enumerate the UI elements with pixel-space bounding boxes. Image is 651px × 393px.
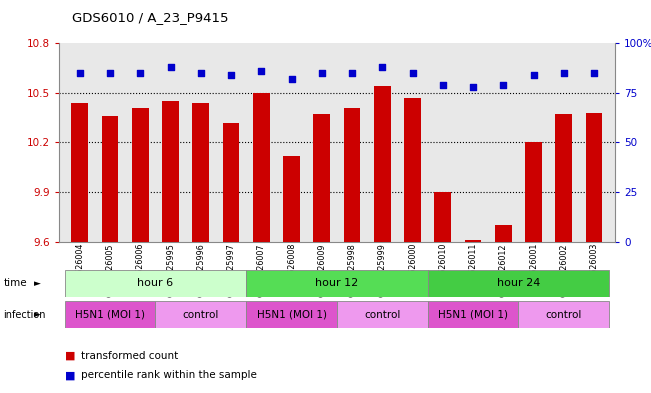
Bar <box>525 143 542 242</box>
Bar <box>102 116 118 242</box>
Bar <box>404 98 421 242</box>
Point <box>347 70 357 76</box>
Bar <box>246 301 337 328</box>
Point <box>468 84 478 90</box>
Point <box>226 72 236 78</box>
Bar <box>156 301 246 328</box>
Text: H5N1 (MOI 1): H5N1 (MOI 1) <box>256 310 327 320</box>
Bar <box>64 301 156 328</box>
Point <box>286 76 297 82</box>
Text: transformed count: transformed count <box>81 351 178 361</box>
Text: H5N1 (MOI 1): H5N1 (MOI 1) <box>438 310 508 320</box>
Point <box>165 64 176 70</box>
Bar <box>344 108 361 242</box>
Bar <box>434 192 451 242</box>
Text: ►: ► <box>34 279 41 288</box>
Bar <box>162 101 179 242</box>
Text: infection: infection <box>3 310 46 320</box>
Bar <box>64 270 246 297</box>
Text: ►: ► <box>34 310 41 319</box>
Bar <box>495 225 512 242</box>
Text: control: control <box>546 310 582 320</box>
Bar <box>223 123 240 242</box>
Point <box>75 70 85 76</box>
Bar <box>132 108 148 242</box>
Point <box>437 82 448 88</box>
Bar <box>465 240 481 242</box>
Bar <box>518 301 609 328</box>
Text: hour 6: hour 6 <box>137 278 173 288</box>
Bar <box>193 103 209 242</box>
Point <box>135 70 145 76</box>
Bar <box>428 301 518 328</box>
Text: H5N1 (MOI 1): H5N1 (MOI 1) <box>75 310 145 320</box>
Text: control: control <box>182 310 219 320</box>
Text: hour 24: hour 24 <box>497 278 540 288</box>
Bar <box>586 113 602 242</box>
Text: ■: ■ <box>65 370 76 380</box>
Point <box>589 70 599 76</box>
Bar <box>253 93 270 242</box>
Point <box>256 68 266 74</box>
Text: hour 12: hour 12 <box>315 278 359 288</box>
Point <box>105 70 115 76</box>
Text: GDS6010 / A_23_P9415: GDS6010 / A_23_P9415 <box>72 11 228 24</box>
Point <box>408 70 418 76</box>
Point <box>529 72 539 78</box>
Point <box>195 70 206 76</box>
Bar <box>246 270 428 297</box>
Point <box>377 64 387 70</box>
Bar <box>337 301 428 328</box>
Text: time: time <box>3 278 27 288</box>
Bar <box>555 114 572 242</box>
Text: percentile rank within the sample: percentile rank within the sample <box>81 370 257 380</box>
Text: ■: ■ <box>65 351 76 361</box>
Bar <box>72 103 88 242</box>
Bar <box>313 114 330 242</box>
Text: control: control <box>364 310 400 320</box>
Bar <box>428 270 609 297</box>
Point <box>559 70 569 76</box>
Point <box>498 82 508 88</box>
Point <box>316 70 327 76</box>
Bar <box>283 156 300 242</box>
Bar <box>374 86 391 242</box>
